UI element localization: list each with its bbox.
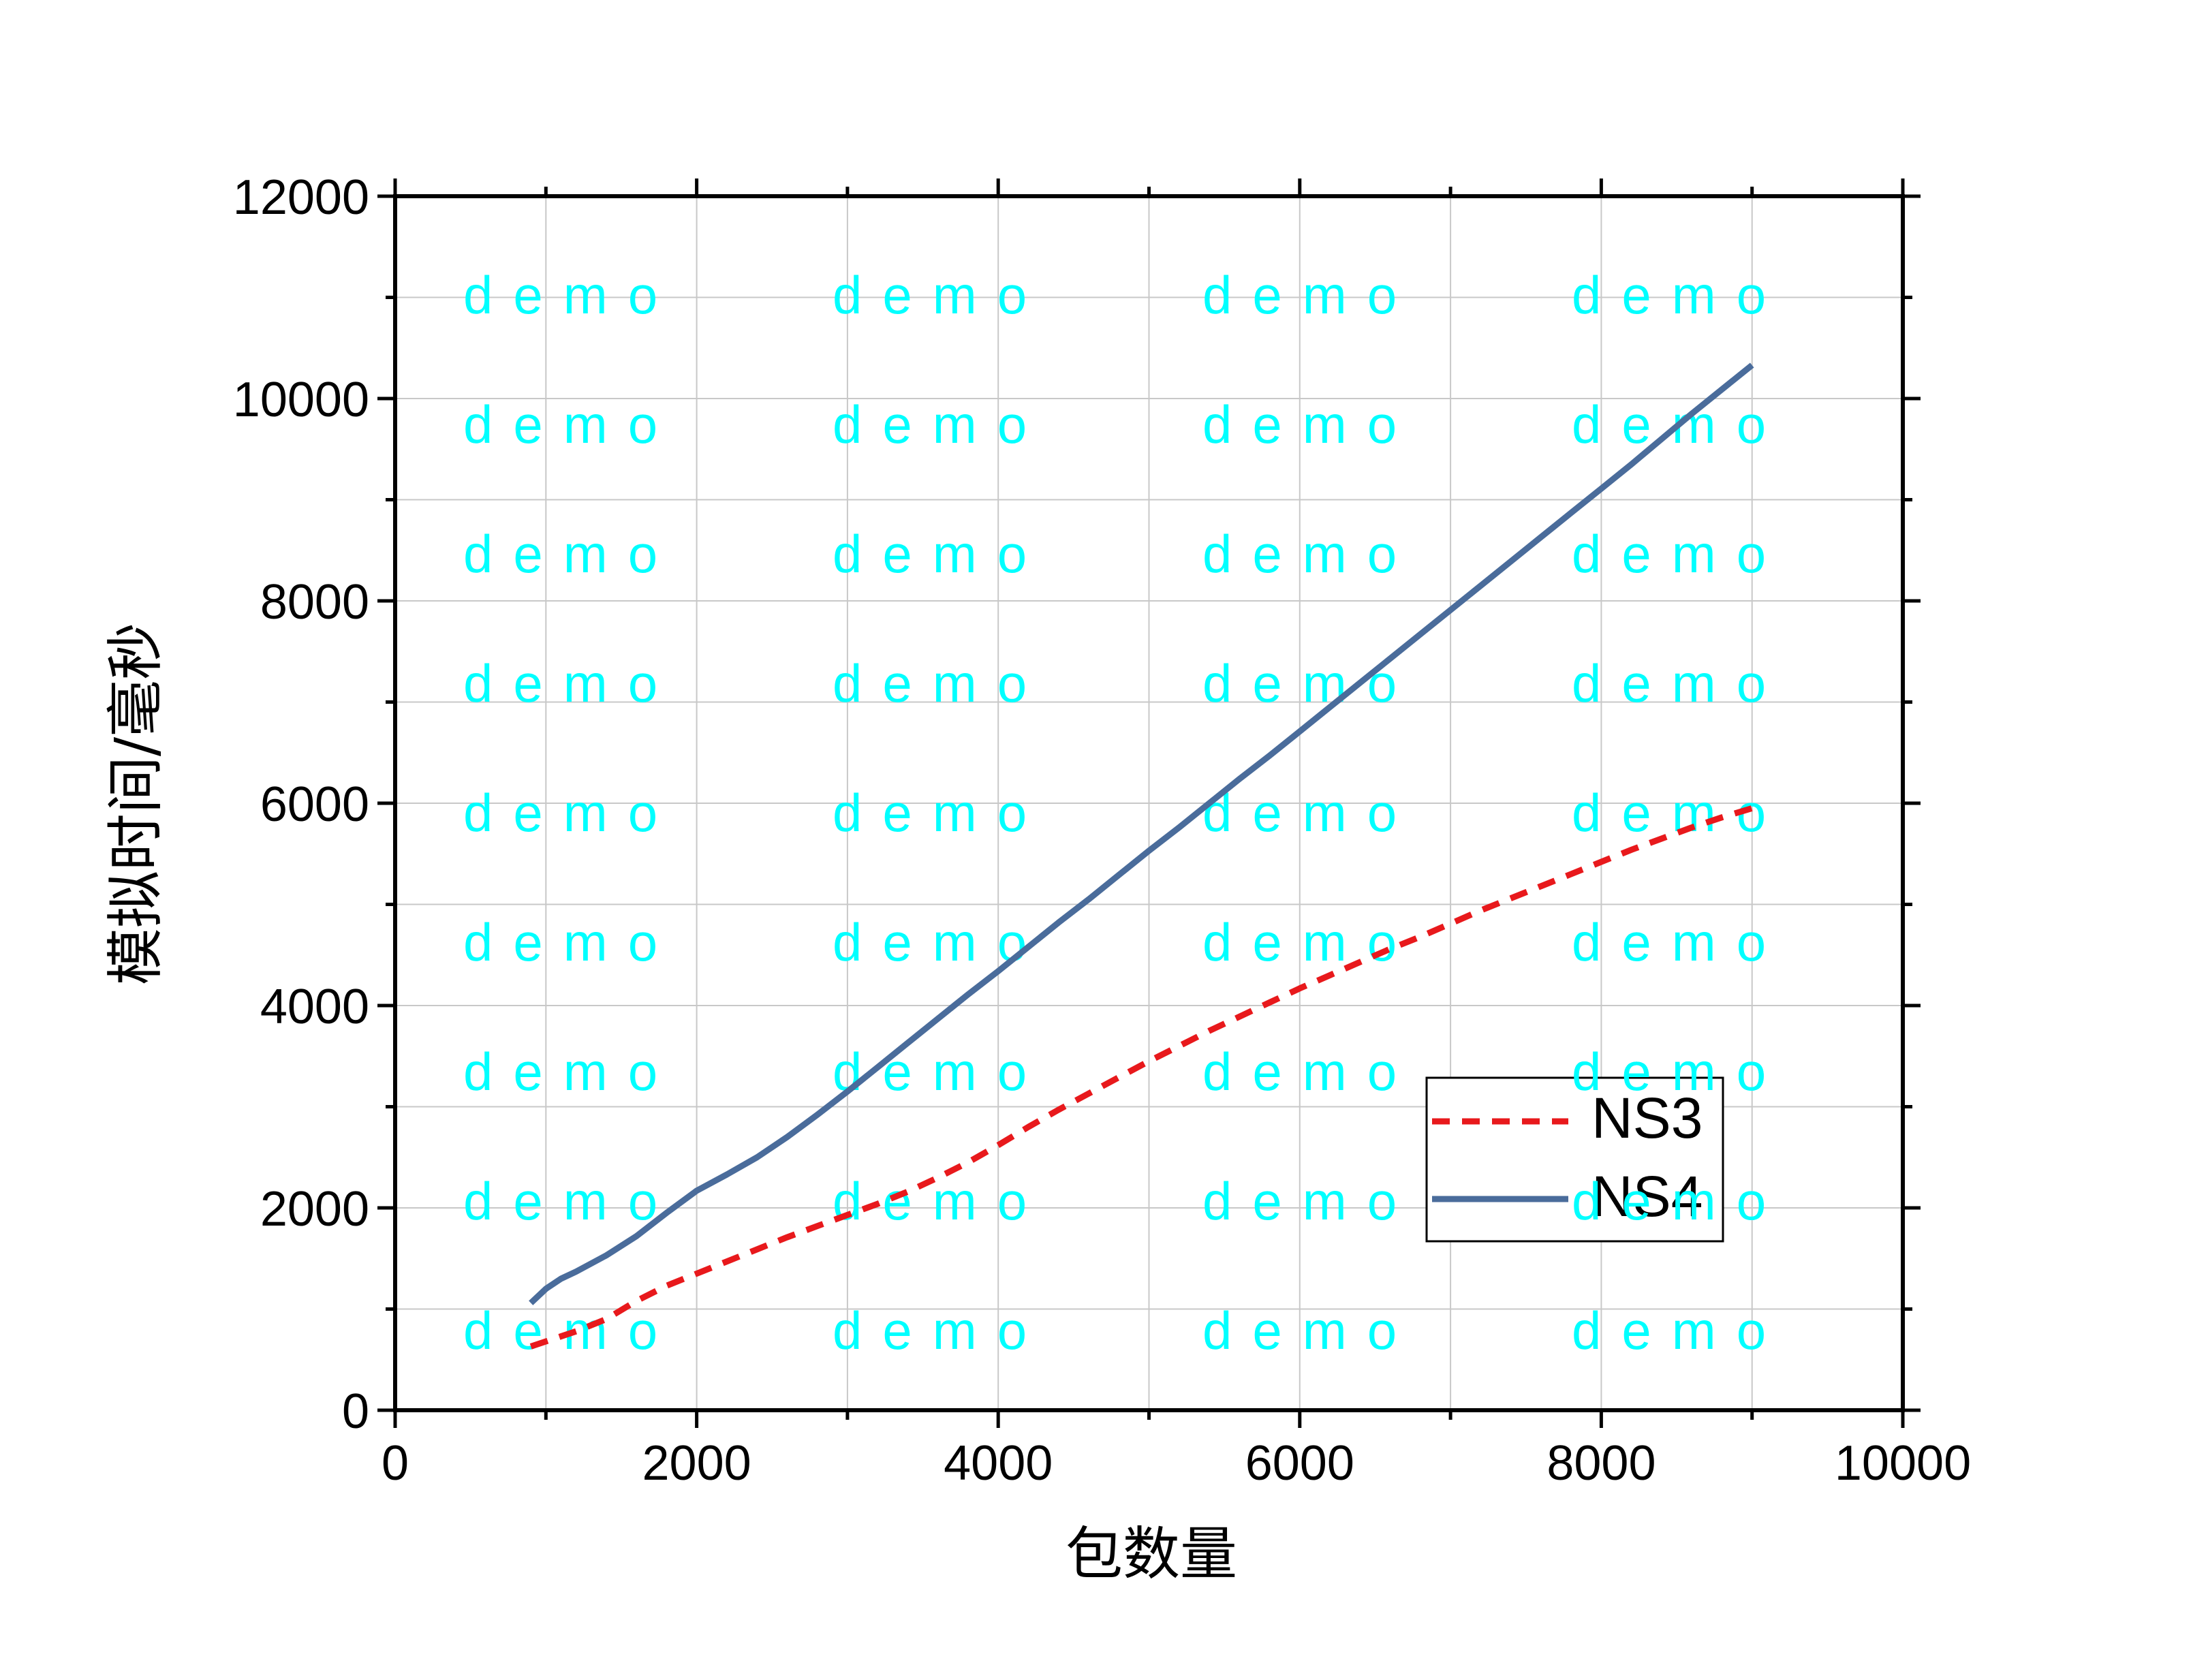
watermark-text: demo — [1202, 394, 1417, 454]
legend-watermark-layer: demo demo — [1572, 1042, 1786, 1231]
y-tick-label: 6000 — [260, 777, 369, 832]
legend-box — [1425, 1076, 1724, 1243]
watermark-text: demo — [1572, 265, 1786, 325]
x-tick-label: 10000 — [1835, 1436, 1971, 1491]
watermark-text: demo — [1202, 912, 1417, 972]
watermark-text: demo — [1202, 1171, 1417, 1231]
watermark-text: demo — [463, 394, 678, 454]
watermark-text: demo — [1572, 394, 1786, 454]
watermark-text: demo — [1572, 1171, 1786, 1231]
watermark-text: demo — [463, 1171, 678, 1231]
watermark-text: demo — [1572, 524, 1786, 584]
watermark-text: demo — [1202, 265, 1417, 325]
y-tick-label: 2000 — [260, 1182, 369, 1236]
watermark-text: demo — [833, 394, 1047, 454]
y-axis-label: 模拟时间/毫秒 — [102, 623, 169, 985]
series-layer — [529, 362, 1754, 1350]
watermark-text: demo — [1572, 1301, 1786, 1360]
watermark-text: demo — [1202, 653, 1417, 713]
x-tick-label: 0 — [382, 1436, 409, 1491]
legend-label-ns3: NS3 — [1591, 1086, 1703, 1150]
x-tick-label: 4000 — [944, 1436, 1053, 1491]
watermark-text: demo — [833, 1042, 1047, 1102]
ticks: 0 2000 4000 6000 8000 10000 0 2000 4000 6000 8000 1… — [233, 170, 1971, 1491]
watermark-text: demo — [463, 783, 678, 843]
series-line-ns3 — [529, 805, 1754, 1350]
watermark-text: demo — [463, 265, 678, 325]
grid — [395, 196, 1903, 1410]
y-tick-label: 8000 — [260, 575, 369, 629]
watermark-text: demo — [1202, 783, 1417, 843]
watermark-text: demo — [1572, 912, 1786, 972]
x-axis-label: 包数量 — [1066, 1521, 1237, 1587]
watermark-text: demo — [1202, 1301, 1417, 1360]
watermark-text: demo — [1202, 524, 1417, 584]
watermark-text: demo — [833, 265, 1047, 325]
x-tick-label: 2000 — [642, 1436, 751, 1491]
x-tick-label: 8000 — [1547, 1436, 1656, 1491]
watermark-text: demo — [1572, 1042, 1786, 1102]
watermark-text: demo — [833, 524, 1047, 584]
y-tick-label: 12000 — [233, 170, 369, 225]
legend-label-ns4: NS4 — [1591, 1164, 1703, 1228]
watermark-text: demo — [1572, 783, 1786, 843]
watermark-text: demo — [833, 912, 1047, 972]
watermark-text: demo — [463, 653, 678, 713]
watermark-text: demo — [463, 912, 678, 972]
y-tick-label: 0 — [342, 1384, 369, 1439]
watermark-text: demo — [833, 783, 1047, 843]
watermark-text: demo — [463, 1042, 678, 1102]
watermark-text: demo — [1202, 1042, 1417, 1102]
y-tick-label: 10000 — [233, 373, 369, 427]
watermark-text: demo — [833, 1171, 1047, 1231]
y-tick-label: 4000 — [260, 980, 369, 1034]
x-tick-label: 6000 — [1245, 1436, 1354, 1491]
watermark-text: demo — [833, 653, 1047, 713]
watermark-text: demo — [463, 524, 678, 584]
watermark-text: demo — [833, 1301, 1047, 1360]
series-line-ns4 — [529, 362, 1754, 1305]
legend: NS3 NS4 — [1425, 1076, 1724, 1243]
watermark-text: demo — [1572, 653, 1786, 713]
